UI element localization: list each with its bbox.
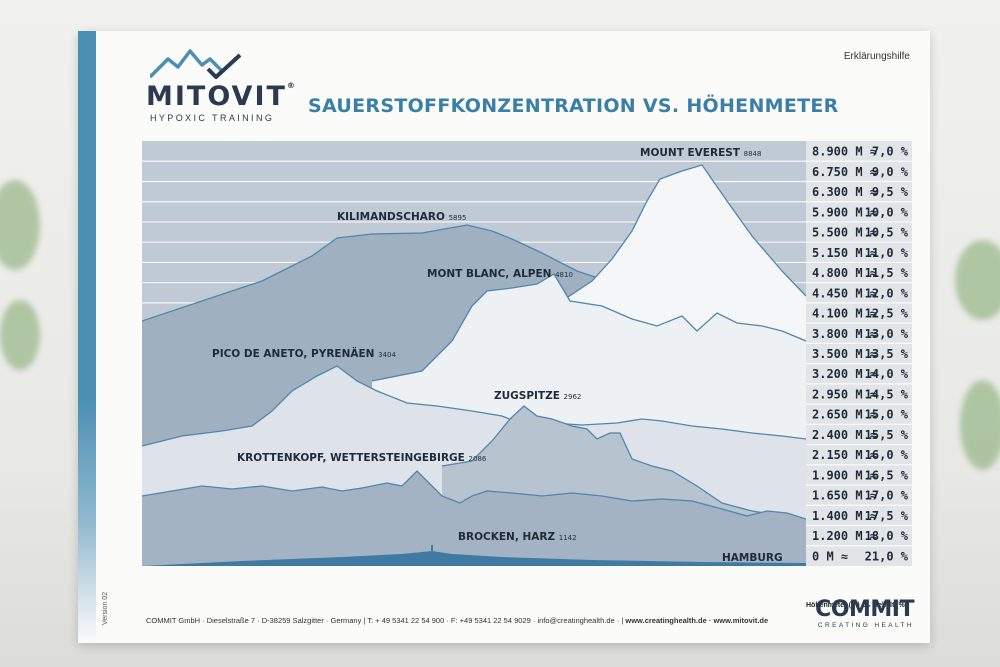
oxygen-tick-label: 14,5 %	[865, 387, 909, 401]
oxygen-tick-label: 15,5 %	[865, 428, 909, 442]
plant-left-decoration-2	[0, 300, 40, 370]
altitude-tick-label: 5.500 M ≈	[812, 226, 877, 240]
oxygen-tick-label: 21,0 %	[865, 549, 909, 563]
altitude-tick-label: 0 M ≈	[812, 549, 848, 563]
peak-line-everest	[561, 164, 806, 302]
altitude-chart: 8.900 M ≈7,0 % 6.750 M ≈9,0 % 6.300 M ≈9,5…	[142, 141, 912, 566]
commit-logo: COMMIT CREATING HEALTH	[815, 597, 914, 629]
altitude-tick-label: 1.650 M ≈	[812, 489, 877, 503]
oxygen-tick-label: 10,5 %	[865, 226, 909, 240]
peak-line-pico-de-aneto	[142, 365, 806, 447]
peak-line-mont-blanc	[371, 273, 806, 382]
label-brocken: BROCKEN, HARZ 1142	[458, 531, 577, 543]
altitude-tick-label: 4.800 M ≈	[812, 266, 877, 280]
altitude-tick-label: 6.300 M ≈	[812, 185, 877, 199]
oxygen-tick-label: 11,0 %	[865, 246, 909, 260]
altitude-tick-label: 2.650 M ≈	[812, 408, 877, 422]
oxygen-header: O₂ Gehalt (%)	[862, 602, 908, 609]
brocken-tower-icon	[431, 545, 433, 551]
oxygen-tick-label: 11,5 %	[865, 266, 909, 280]
label-kilimandscharo: KILIMANDSCHARO 5895	[337, 211, 466, 223]
altitude-tick-label: 1.900 M ≈	[812, 468, 877, 482]
peak-line-krottenkopf	[142, 470, 806, 520]
peak-area-brocken	[142, 551, 806, 566]
label-pico-de-aneto: PICO DE ANETO, PYRENÄEN 3404	[212, 346, 396, 360]
oxygen-tick-label: 14,0 %	[865, 367, 909, 381]
altitude-tick-label: 2.950 M ≈	[812, 387, 877, 401]
altitude-tick-label: 6.750 M ≈	[812, 165, 877, 179]
oxygen-tick-label: 13,5 %	[865, 347, 909, 361]
altitude-tick-label: 3.200 M ≈	[812, 367, 877, 381]
scale-column	[806, 141, 912, 566]
label-zugspitze: ZUGSPITZE 2962	[494, 390, 581, 402]
altitude-tick-label: 1.200 M ≈	[812, 529, 877, 543]
version-label: Version 02	[102, 591, 109, 625]
plant-right-decoration-2	[960, 380, 1000, 470]
plant-left-decoration	[0, 180, 40, 270]
oxygen-tick-label: 18,0 %	[865, 529, 909, 543]
altitude-tick-label: 1.400 M ≈	[812, 509, 877, 523]
altitude-tick-label: 5.150 M ≈	[812, 246, 877, 260]
oxygen-tick-label: 16,0 %	[865, 448, 909, 462]
mountain-logo-icon	[150, 49, 242, 79]
chart-title: SAUERSTOFFKONZENTRATION VS. HÖHENMETER	[308, 95, 839, 117]
corner-label: Erklärungshilfe	[843, 51, 910, 62]
oxygen-tick-label: 12,5 %	[865, 307, 909, 321]
poster-accent-stripe	[78, 31, 96, 643]
oxygen-tick-label: 9,0 %	[872, 165, 909, 179]
altitude-tick-label: 3.500 M ≈	[812, 347, 877, 361]
footer-web: www.creatinghealth.de · www.mitovit.de	[625, 616, 769, 625]
label-mont-blanc: MONT BLANC, ALPEN 4810	[427, 268, 573, 280]
altitude-tick-label: 2.400 M ≈	[812, 428, 877, 442]
oxygen-tick-label: 16,5 %	[865, 468, 909, 482]
footer-contact: COMMIT GmbH · Dieselstraße 7 · D-38259 S…	[146, 616, 769, 625]
altitude-tick-label: 8.900 M ≈	[812, 145, 877, 159]
label-krottenkopf: KROTTENKOPF, WETTERSTEINGEBIRGE 2086	[237, 452, 487, 464]
oxygen-tick-label: 10,0 %	[865, 205, 909, 219]
brand-subtitle: HYPOXIC TRAINING	[150, 113, 275, 123]
poster: MITOVIT® HYPOXIC TRAINING Erklärungshilf…	[78, 31, 930, 643]
peak-line-zugspitze	[441, 405, 806, 522]
oxygen-tick-label: 9,5 %	[872, 185, 909, 199]
label-mount-everest: MOUNT EVEREST 8848	[640, 147, 761, 159]
oxygen-tick-label: 13,0 %	[865, 327, 909, 341]
oxygen-tick-label: 17,0 %	[865, 489, 909, 503]
altitude-header: Höhenmeter (m)	[806, 602, 860, 609]
oxygen-tick-label: 7,0 %	[872, 145, 909, 159]
brand-name: MITOVIT®	[146, 81, 297, 112]
oxygen-tick-label: 17,5 %	[865, 509, 909, 523]
altitude-tick-label: 4.450 M ≈	[812, 286, 877, 300]
plant-right-decoration	[955, 240, 1000, 320]
peak-area-krottenkopf	[142, 471, 806, 566]
altitude-tick-label: 5.900 M ≈	[812, 205, 877, 219]
mitovit-logo: MITOVIT® HYPOXIC TRAINING	[146, 47, 336, 147]
oxygen-tick-label: 12,0 %	[865, 286, 909, 300]
oxygen-tick-label: 15,0 %	[865, 408, 909, 422]
label-hamburg: HAMBURG	[722, 552, 783, 564]
commit-brand: COMMIT	[815, 597, 914, 622]
altitude-scale: 8.900 M ≈7,0 % 6.750 M ≈9,0 % 6.300 M ≈9,5…	[812, 145, 909, 564]
altitude-tick-label: 3.800 M ≈	[812, 327, 877, 341]
altitude-tick-label: 2.150 M ≈	[812, 448, 877, 462]
altitude-tick-label: 4.100 M ≈	[812, 307, 877, 321]
commit-subtitle: CREATING HEALTH	[817, 622, 914, 629]
